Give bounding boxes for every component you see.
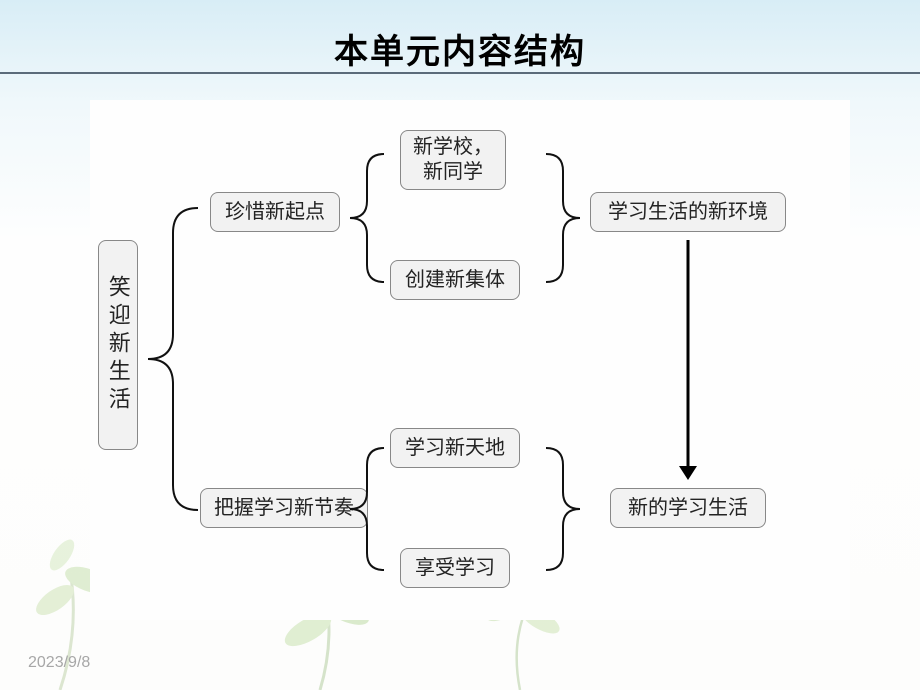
structure-diagram: 笑迎新生活珍惜新起点把握学习新节奏新学校，新同学创建新集体学习新天地享受学习学习… bbox=[90, 100, 850, 620]
arrow-down bbox=[90, 100, 850, 620]
slide-date: 2023/9/8 bbox=[28, 654, 90, 672]
title-divider bbox=[0, 72, 920, 74]
page-title: 本单元内容结构 bbox=[0, 24, 920, 73]
